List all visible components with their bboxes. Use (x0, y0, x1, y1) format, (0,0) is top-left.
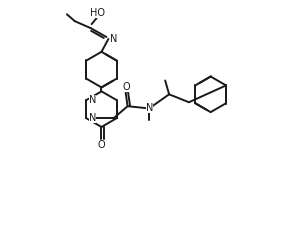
Text: N: N (146, 103, 153, 113)
Text: N: N (110, 34, 118, 44)
Text: O: O (98, 140, 105, 150)
Text: O: O (123, 82, 130, 92)
Text: N: N (89, 95, 96, 105)
Text: N: N (89, 113, 96, 123)
Text: HO: HO (90, 8, 105, 18)
